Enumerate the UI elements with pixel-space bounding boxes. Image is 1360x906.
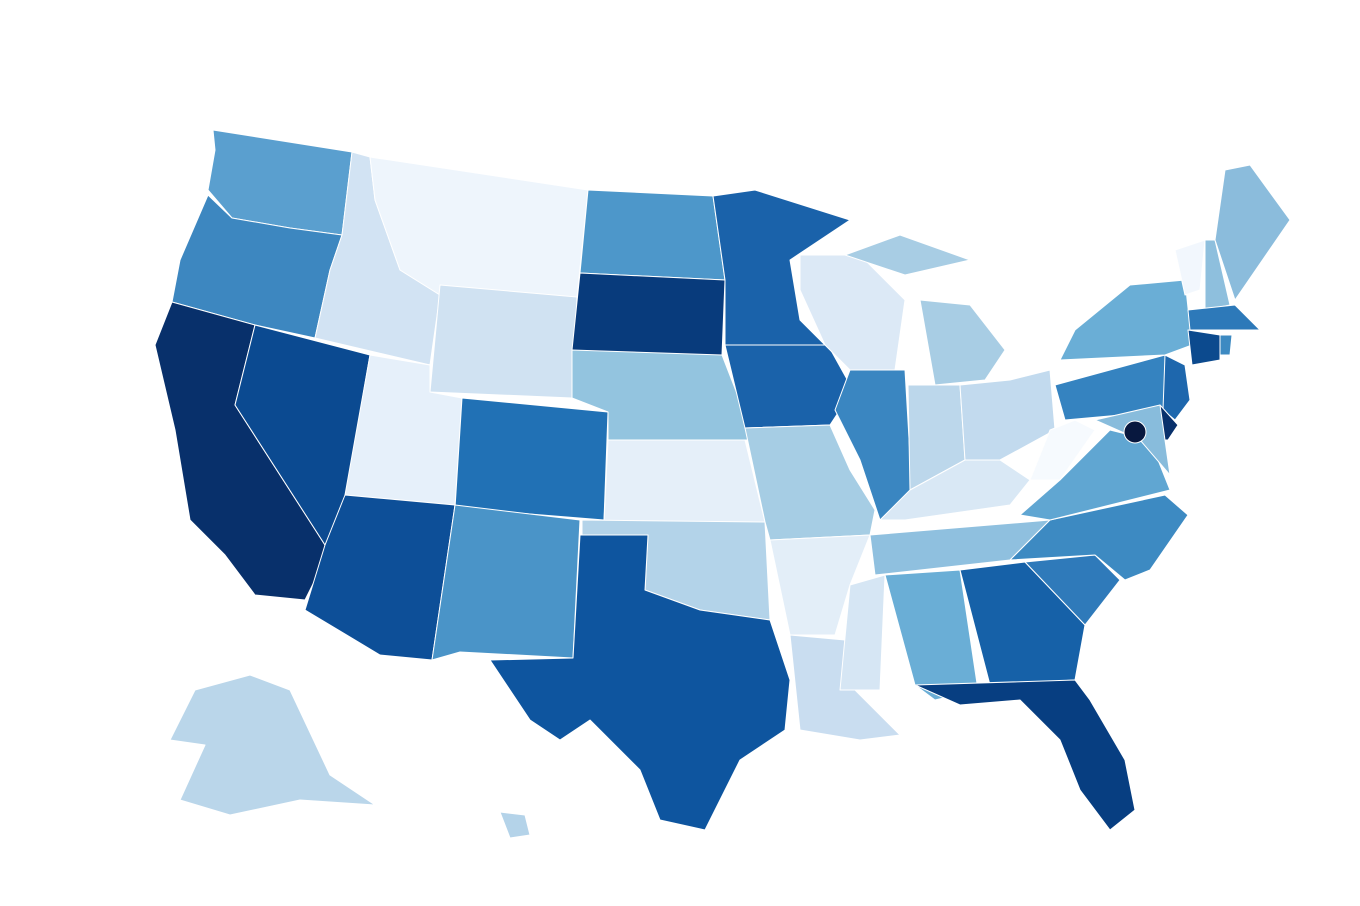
state (1059, 279, 1193, 361)
state (1162, 354, 1191, 421)
state (1214, 164, 1291, 301)
state (959, 369, 1056, 461)
state (579, 189, 726, 281)
state (839, 574, 886, 691)
state (454, 397, 609, 521)
state (884, 569, 979, 701)
state (879, 459, 1031, 521)
state (1009, 494, 1189, 581)
state (1174, 239, 1206, 296)
state (914, 679, 1136, 831)
states (154, 129, 1291, 839)
state (712, 189, 851, 346)
state (919, 299, 1006, 386)
state (571, 272, 726, 361)
state (489, 534, 791, 831)
district-marker (1123, 420, 1147, 444)
state (1219, 334, 1233, 356)
state (1187, 329, 1221, 366)
state (1204, 239, 1231, 311)
state (431, 504, 581, 661)
state (1187, 304, 1261, 331)
state (769, 534, 871, 636)
state (499, 811, 531, 839)
state (1024, 554, 1121, 626)
state (429, 284, 578, 399)
state (744, 424, 876, 541)
state (169, 674, 376, 816)
state (724, 344, 854, 429)
state (844, 234, 971, 276)
state (603, 439, 766, 523)
state (1029, 419, 1096, 481)
